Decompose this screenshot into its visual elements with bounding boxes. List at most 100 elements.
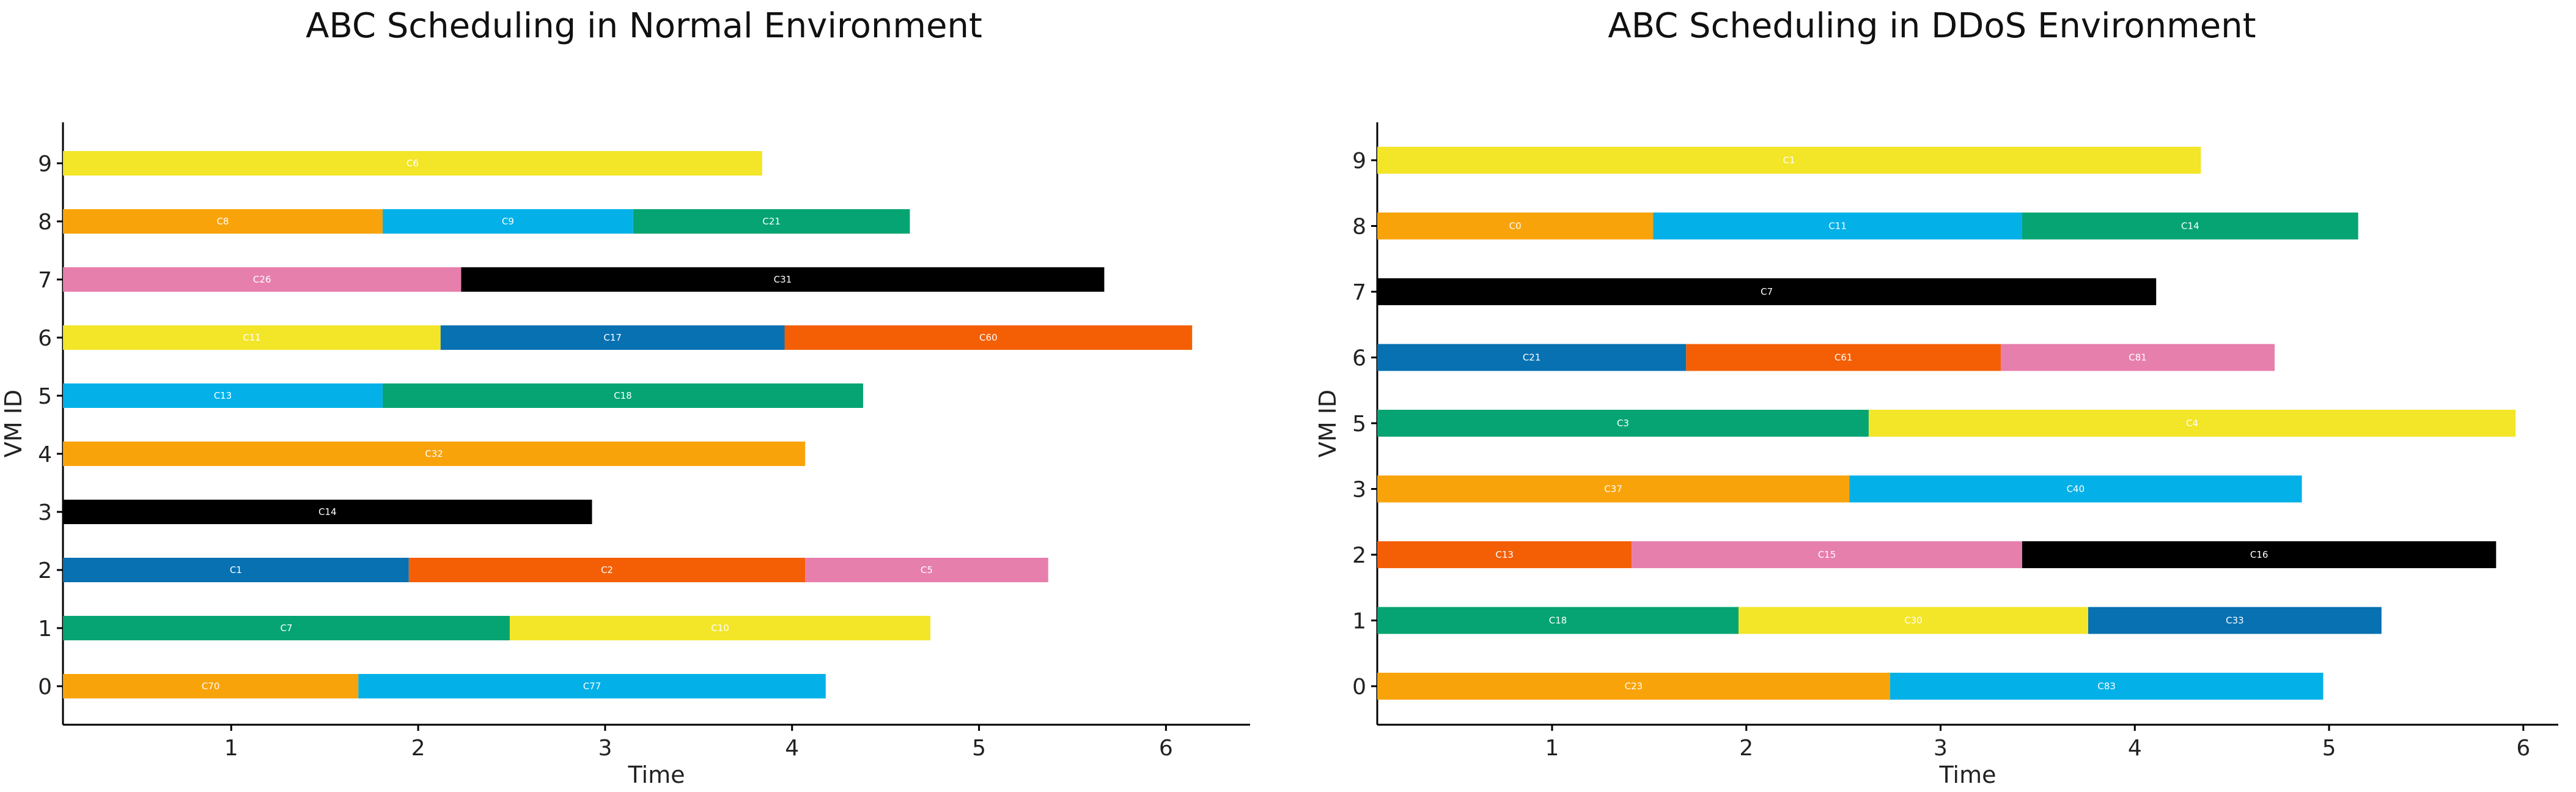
bar-segment [63, 383, 383, 408]
y-axis-label: VM ID [1314, 390, 1341, 457]
y-tick-label: 1 [1352, 609, 1366, 634]
bar-segment [1377, 673, 1890, 700]
x-tick-label: 2 [1739, 736, 1753, 761]
bar-segment-label: C4 [2186, 418, 2198, 429]
x-tick-label: 6 [2516, 736, 2530, 761]
bar-segment [2001, 344, 2275, 371]
bar-segment-label: C30 [1904, 615, 1923, 626]
bar-segment [509, 616, 931, 640]
y-tick-label: 1 [38, 616, 52, 642]
bar-segment-label: C9 [502, 216, 514, 227]
x-axis-label: Time [628, 761, 685, 788]
y-tick-label: 7 [38, 268, 52, 293]
bar-segment [1632, 541, 2022, 568]
y-tick-label: 0 [38, 675, 52, 700]
bar-segment-label: C7 [1761, 286, 1773, 297]
y-tick-label: 3 [1352, 478, 1366, 503]
bar-segment [805, 558, 1048, 582]
bar-segment-label: C0 [1509, 221, 1522, 232]
bar-segment [63, 151, 762, 176]
y-tick-label: 2 [38, 558, 52, 583]
bar-segment-label: C11 [243, 332, 261, 343]
bar-segment [1849, 475, 2302, 503]
bar-segment-label: C33 [2226, 615, 2244, 626]
x-tick-label: 4 [2128, 736, 2142, 761]
bar-segment-label: C37 [1604, 484, 1622, 495]
bar-segment-label: C16 [2250, 549, 2269, 560]
bar-segment [63, 500, 592, 524]
bar-segment-label: C10 [711, 623, 729, 634]
y-tick-label: 5 [38, 384, 52, 409]
bar-segment [63, 442, 806, 466]
bar-segment-label: C13 [1495, 549, 1514, 560]
y-tick-label: 2 [1352, 543, 1366, 568]
bar-segment [1377, 147, 2201, 174]
bar-segment-label: C1 [1783, 155, 1795, 166]
y-tick-label: 4 [38, 442, 52, 467]
bar-segment-label: C40 [2067, 484, 2085, 495]
bar-segment [1686, 344, 2001, 371]
x-tick-label: 5 [972, 736, 986, 761]
bar-segment [382, 209, 633, 234]
bar-segment [1377, 278, 2157, 305]
bar-segment-label: C1 [230, 564, 242, 575]
chart-ddos-environment: ABC Scheduling in DDoS Environment 1 2 3 4 5… [1288, 0, 2576, 792]
bar-segment-label: C5 [921, 564, 933, 575]
y-tick-label: 0 [1352, 675, 1366, 700]
bar-segment [358, 674, 826, 698]
x-tick-label: 3 [1934, 736, 1948, 761]
bar-segment [1653, 212, 2022, 240]
bar-segment [408, 558, 806, 582]
x-tick-label: 2 [411, 736, 425, 761]
x-tick-label: 3 [598, 736, 612, 761]
bar-segment [1377, 475, 1850, 503]
bar-segment-label: C17 [603, 332, 622, 343]
x-tick-label: 6 [1159, 736, 1173, 761]
bar-segment [63, 558, 409, 582]
x-tick-label: 1 [224, 736, 238, 761]
bar-segment-label: C7 [280, 623, 292, 634]
bar-segment-label: C15 [1818, 549, 1836, 560]
y-tick-label: 8 [1352, 215, 1366, 240]
bar-segment-label: C61 [1834, 352, 1853, 363]
bar-segment-label: C23 [1625, 681, 1643, 692]
bar-segment [2022, 212, 2358, 240]
bar-segment-label: C21 [1523, 352, 1541, 363]
bar-segment-label: C8 [216, 216, 229, 227]
bar-segment [1739, 607, 2089, 634]
bar-segment [1377, 410, 1869, 437]
bar-segment [1377, 541, 1632, 568]
y-tick-label: 8 [38, 210, 52, 235]
bar-segment-label: C14 [2181, 221, 2199, 232]
bar-segment-label: C14 [318, 506, 337, 517]
bar-segment [633, 209, 910, 234]
bar-segment [63, 325, 441, 350]
bar-segment-label: C6 [407, 158, 419, 169]
y-tick-label: 6 [38, 326, 52, 351]
bar-segment [63, 616, 510, 640]
bar-segment-label: C26 [253, 274, 271, 285]
bar-segment-label: C31 [774, 274, 792, 285]
bar-segment [2022, 541, 2497, 568]
bar-segment [63, 267, 462, 292]
x-tick-label: 1 [1545, 736, 1559, 761]
bar-segment [1377, 607, 1739, 634]
y-axis-label: VM ID [0, 390, 27, 457]
chart-normal-environment: ABC Scheduling in Normal Environment 1 2 3… [0, 6, 1250, 788]
bar-segment-label: C11 [1828, 221, 1847, 232]
y-tick-label: 9 [1352, 149, 1366, 174]
y-tick-label: 5 [1352, 412, 1366, 437]
bar-segment [784, 325, 1193, 350]
x-axis-label: Time [1939, 761, 1996, 788]
x-tick-label: 5 [2322, 736, 2336, 761]
bar-segment-label: C18 [614, 390, 632, 401]
bar-segment [440, 325, 785, 350]
bar-segment-label: C60 [979, 332, 998, 343]
chart-title: ABC Scheduling in Normal Environment [306, 6, 982, 46]
bar-segment-label: C18 [1549, 615, 1567, 626]
x-tick-label: 4 [785, 736, 799, 761]
bar-segment-label: C70 [202, 681, 220, 692]
bar-segment-label: C83 [2097, 681, 2116, 692]
